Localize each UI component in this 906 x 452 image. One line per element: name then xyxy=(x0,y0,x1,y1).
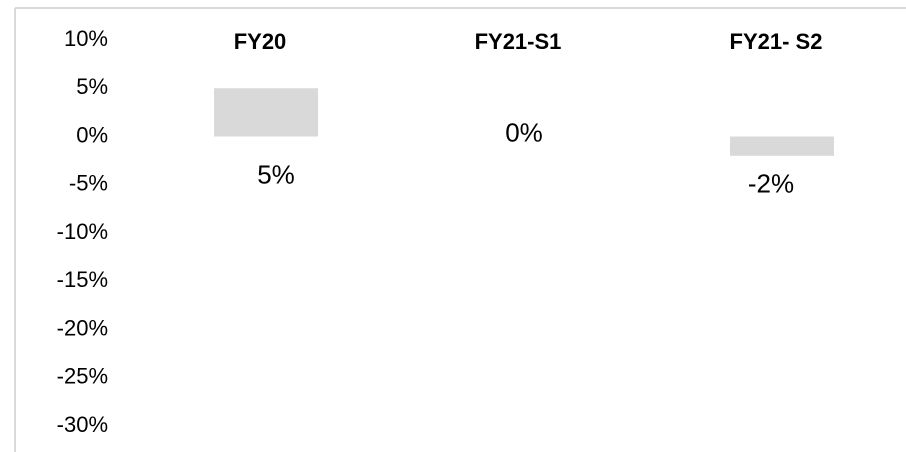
x-tick-label: FY21-S1 xyxy=(475,29,562,54)
y-tick-label: -20% xyxy=(57,315,108,340)
y-tick-label: -5% xyxy=(69,171,108,196)
x-tick-label: FY20 xyxy=(234,29,287,54)
bar xyxy=(730,136,834,156)
y-tick-label: 5% xyxy=(76,74,108,99)
value-label: -2% xyxy=(748,169,794,199)
value-label: 5% xyxy=(257,159,295,189)
value-label: 0% xyxy=(505,117,543,147)
y-tick-label: -30% xyxy=(57,412,108,437)
y-tick-label: -15% xyxy=(57,267,108,292)
y-tick-label: 0% xyxy=(76,122,108,147)
y-tick-label: -25% xyxy=(57,364,108,389)
x-tick-label: FY21- S2 xyxy=(730,29,823,54)
y-tick-label: 10% xyxy=(64,26,108,51)
bar xyxy=(214,88,318,137)
y-tick-label: -10% xyxy=(57,219,108,244)
